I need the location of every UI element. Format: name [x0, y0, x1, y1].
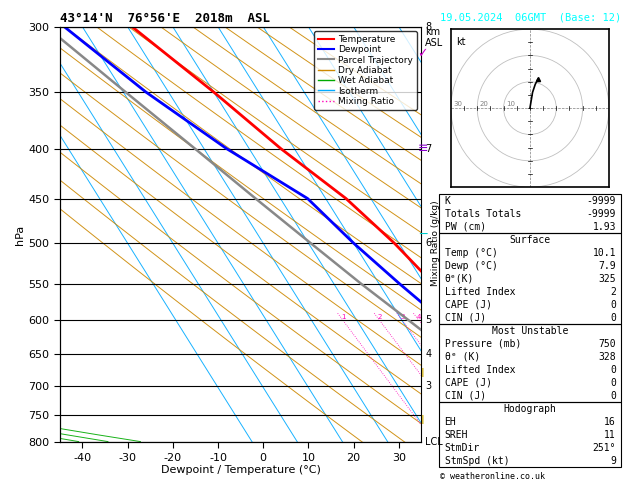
- Text: StmDir: StmDir: [445, 443, 480, 453]
- Text: 2: 2: [610, 287, 616, 297]
- Text: 10: 10: [506, 101, 515, 106]
- Text: I: I: [421, 414, 425, 427]
- Text: CIN (J): CIN (J): [445, 391, 486, 401]
- Bar: [439, 233, 621, 324]
- Text: km
ASL: km ASL: [425, 27, 443, 48]
- Bar: [439, 402, 621, 468]
- Y-axis label: hPa: hPa: [16, 225, 25, 244]
- Text: θᵉ(K): θᵉ(K): [445, 274, 474, 284]
- Text: 328: 328: [598, 352, 616, 362]
- Text: 19.05.2024  06GMT  (Base: 12): 19.05.2024 06GMT (Base: 12): [440, 12, 621, 22]
- Text: θᵉ (K): θᵉ (K): [445, 352, 480, 362]
- Text: -9999: -9999: [587, 209, 616, 219]
- Text: PW (cm): PW (cm): [445, 222, 486, 232]
- Text: 1.93: 1.93: [593, 222, 616, 232]
- Text: CAPE (J): CAPE (J): [445, 378, 491, 388]
- Text: -9999: -9999: [587, 196, 616, 206]
- Text: kt: kt: [455, 37, 465, 47]
- Text: 5: 5: [425, 315, 431, 326]
- Text: Totals Totals: Totals Totals: [445, 209, 521, 219]
- Text: 9: 9: [610, 456, 616, 466]
- Text: K: K: [445, 196, 450, 206]
- Text: 0: 0: [610, 378, 616, 388]
- Text: 0: 0: [610, 391, 616, 401]
- Text: 251°: 251°: [593, 443, 616, 453]
- Text: CIN (J): CIN (J): [445, 313, 486, 323]
- Bar: [439, 324, 621, 402]
- Text: Pressure (mb): Pressure (mb): [445, 339, 521, 349]
- Text: 30: 30: [454, 101, 462, 106]
- Text: 3: 3: [425, 381, 431, 391]
- Text: Hodograph: Hodograph: [504, 404, 557, 414]
- Text: 7.9: 7.9: [598, 261, 616, 271]
- Legend: Temperature, Dewpoint, Parcel Trajectory, Dry Adiabat, Wet Adiabat, Isotherm, Mi: Temperature, Dewpoint, Parcel Trajectory…: [314, 31, 417, 109]
- Text: EH: EH: [445, 417, 456, 427]
- Text: ✓: ✓: [418, 48, 428, 61]
- Text: 4: 4: [417, 314, 421, 320]
- Text: ─: ─: [419, 228, 426, 241]
- Text: Lifted Index: Lifted Index: [445, 287, 515, 297]
- Text: LCL: LCL: [425, 437, 443, 447]
- Text: 20: 20: [480, 101, 489, 106]
- Text: 4: 4: [425, 349, 431, 359]
- Text: Surface: Surface: [509, 235, 551, 245]
- Text: I: I: [421, 367, 425, 380]
- Text: CAPE (J): CAPE (J): [445, 300, 491, 310]
- Text: 2: 2: [377, 314, 382, 320]
- Text: 10.1: 10.1: [593, 248, 616, 258]
- Text: 1: 1: [341, 314, 345, 320]
- Text: SREH: SREH: [445, 430, 468, 440]
- Text: StmSpd (kt): StmSpd (kt): [445, 456, 509, 466]
- Text: © weatheronline.co.uk: © weatheronline.co.uk: [440, 472, 545, 481]
- Text: 16: 16: [604, 417, 616, 427]
- Text: 8: 8: [425, 22, 431, 32]
- Text: 0: 0: [610, 365, 616, 375]
- Text: 11: 11: [604, 430, 616, 440]
- Text: Temp (°C): Temp (°C): [445, 248, 498, 258]
- Text: 43°14'N  76°56'E  2018m  ASL: 43°14'N 76°56'E 2018m ASL: [60, 12, 270, 25]
- Text: 3: 3: [400, 314, 404, 320]
- Text: Lifted Index: Lifted Index: [445, 365, 515, 375]
- Text: ≡: ≡: [418, 142, 428, 155]
- Text: Most Unstable: Most Unstable: [492, 326, 569, 336]
- Text: 325: 325: [598, 274, 616, 284]
- Text: Dewp (°C): Dewp (°C): [445, 261, 498, 271]
- Text: 750: 750: [598, 339, 616, 349]
- Text: 7: 7: [425, 143, 431, 154]
- X-axis label: Dewpoint / Temperature (°C): Dewpoint / Temperature (°C): [160, 466, 321, 475]
- Bar: [439, 194, 621, 233]
- Text: 6: 6: [425, 238, 431, 248]
- Text: Mixing Ratio (g/kg): Mixing Ratio (g/kg): [431, 200, 440, 286]
- Text: 0: 0: [610, 300, 616, 310]
- Text: 0: 0: [610, 313, 616, 323]
